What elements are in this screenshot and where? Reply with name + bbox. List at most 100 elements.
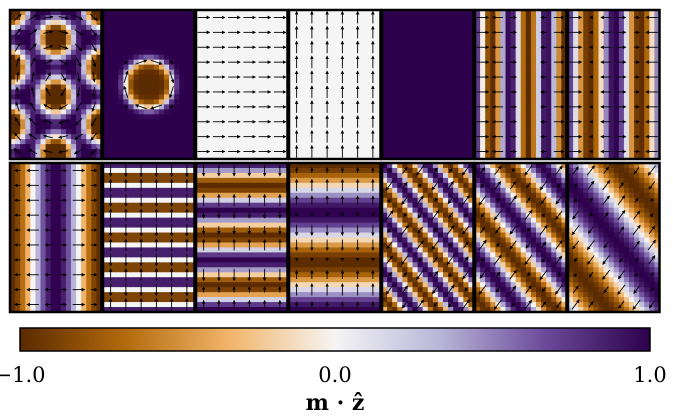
- heatmap-cell: [60, 129, 67, 135]
- heatmap-cell: [417, 14, 424, 21]
- heatmap-cell: [40, 69, 47, 76]
- heatmap-cell: [65, 144, 72, 150]
- heatmap-cell: [365, 79, 371, 86]
- heatmap-cell: [60, 297, 67, 303]
- heatmap-cell: [96, 144, 102, 150]
- heatmap-cell: [257, 129, 263, 135]
- heatmap-cell: [45, 24, 52, 31]
- heatmap-cell: [257, 114, 263, 120]
- heatmap-cell: [530, 44, 537, 51]
- heatmap-cell: [221, 94, 228, 100]
- heatmap-cell: [360, 99, 366, 105]
- heatmap-cell: [443, 119, 449, 125]
- heatmap-cell: [329, 109, 336, 115]
- heatmap-cell: [556, 154, 563, 159]
- heatmap-cell: [128, 119, 135, 125]
- heatmap-cell: [241, 154, 248, 159]
- heatmap-cell: [103, 89, 109, 96]
- heatmap-cell: [103, 202, 109, 209]
- heatmap-cell: [551, 154, 557, 159]
- heatmap-cell: [520, 39, 527, 46]
- heatmap-cell: [319, 149, 326, 155]
- heatmap-cell: [15, 124, 21, 130]
- heatmap-cell: [468, 24, 474, 31]
- heatmap-cell: [96, 282, 102, 288]
- heatmap-cell: [536, 69, 542, 76]
- heatmap-cell: [113, 182, 119, 189]
- heatmap-cell: [65, 257, 72, 263]
- heatmap-cell: [551, 69, 557, 76]
- heatmap-cell: [40, 14, 47, 21]
- heatmap-cell: [387, 64, 393, 71]
- heatmap-cell: [196, 109, 202, 115]
- heatmap-cell: [108, 39, 114, 46]
- heatmap-cell: [81, 277, 87, 283]
- heatmap-cell: [272, 124, 278, 130]
- heatmap-cell: [289, 134, 295, 140]
- heatmap-cell: [55, 172, 62, 179]
- heatmap-cell: [422, 39, 429, 46]
- heatmap-cell: [397, 84, 403, 91]
- heatmap-cell: [319, 24, 326, 31]
- heatmap-cell: [246, 129, 253, 135]
- heatmap-cell: [639, 39, 645, 46]
- heatmap-cell: [103, 14, 109, 21]
- heatmap-cell: [375, 74, 381, 81]
- heatmap-cell: [360, 139, 366, 145]
- heatmap-cell: [25, 54, 31, 61]
- heatmap-cell: [103, 39, 109, 46]
- heatmap-cell: [153, 94, 160, 100]
- heatmap-cell: [189, 202, 195, 209]
- heatmap-cell: [314, 24, 321, 31]
- heatmap-cell: [422, 74, 429, 81]
- heatmap-cell: [551, 94, 557, 100]
- heatmap-cell: [541, 84, 547, 91]
- heatmap-cell: [556, 24, 563, 31]
- heatmap-cell: [407, 59, 414, 66]
- heatmap-cell: [468, 134, 474, 140]
- heatmap-cell: [277, 84, 284, 91]
- heatmap-cell: [133, 39, 140, 46]
- heatmap-cell: [60, 252, 67, 258]
- heatmap-cell: [593, 109, 600, 115]
- heatmap-cell: [654, 49, 660, 56]
- heatmap-cell: [174, 144, 180, 150]
- heatmap-cell: [189, 104, 195, 110]
- heatmap-cell: [289, 69, 295, 76]
- heatmap-cell: [128, 187, 135, 194]
- heatmap-cell: [375, 134, 381, 140]
- heatmap-cell: [96, 154, 102, 159]
- heatmap-cell: [623, 39, 630, 46]
- heatmap-cell: [530, 49, 537, 56]
- heatmap-cell: [206, 114, 212, 120]
- heatmap-cell: [158, 222, 165, 229]
- heatmap-cell: [453, 79, 459, 86]
- heatmap-cell: [50, 129, 57, 135]
- heatmap-cell: [148, 69, 155, 76]
- heatmap-cell: [103, 49, 109, 56]
- heatmap-cell: [644, 79, 650, 86]
- heatmap-cell: [463, 14, 470, 21]
- heatmap-cell: [96, 163, 102, 169]
- heatmap-cell: [10, 49, 16, 56]
- heatmap-cell: [164, 212, 170, 219]
- heatmap-cell: [40, 202, 47, 209]
- heatmap-cell: [262, 54, 268, 61]
- heatmap-cell: [15, 192, 21, 199]
- heatmap-cell: [164, 104, 170, 110]
- heatmap-cell: [583, 19, 589, 26]
- heatmap-cell: [546, 19, 552, 26]
- heatmap-cell: [123, 10, 130, 16]
- heatmap-cell: [148, 192, 155, 199]
- heatmap-cell: [133, 197, 140, 204]
- heatmap-cell: [392, 39, 398, 46]
- heatmap-cell: [65, 192, 72, 199]
- heatmap-cell: [480, 94, 486, 100]
- heatmap-cell: [96, 124, 102, 130]
- heatmap-cell: [568, 39, 574, 46]
- heatmap-cell: [55, 99, 62, 105]
- heatmap-cell: [25, 252, 31, 258]
- heatmap-cell: [443, 64, 449, 71]
- heatmap-cell: [427, 124, 434, 130]
- heatmap-cell: [334, 19, 341, 26]
